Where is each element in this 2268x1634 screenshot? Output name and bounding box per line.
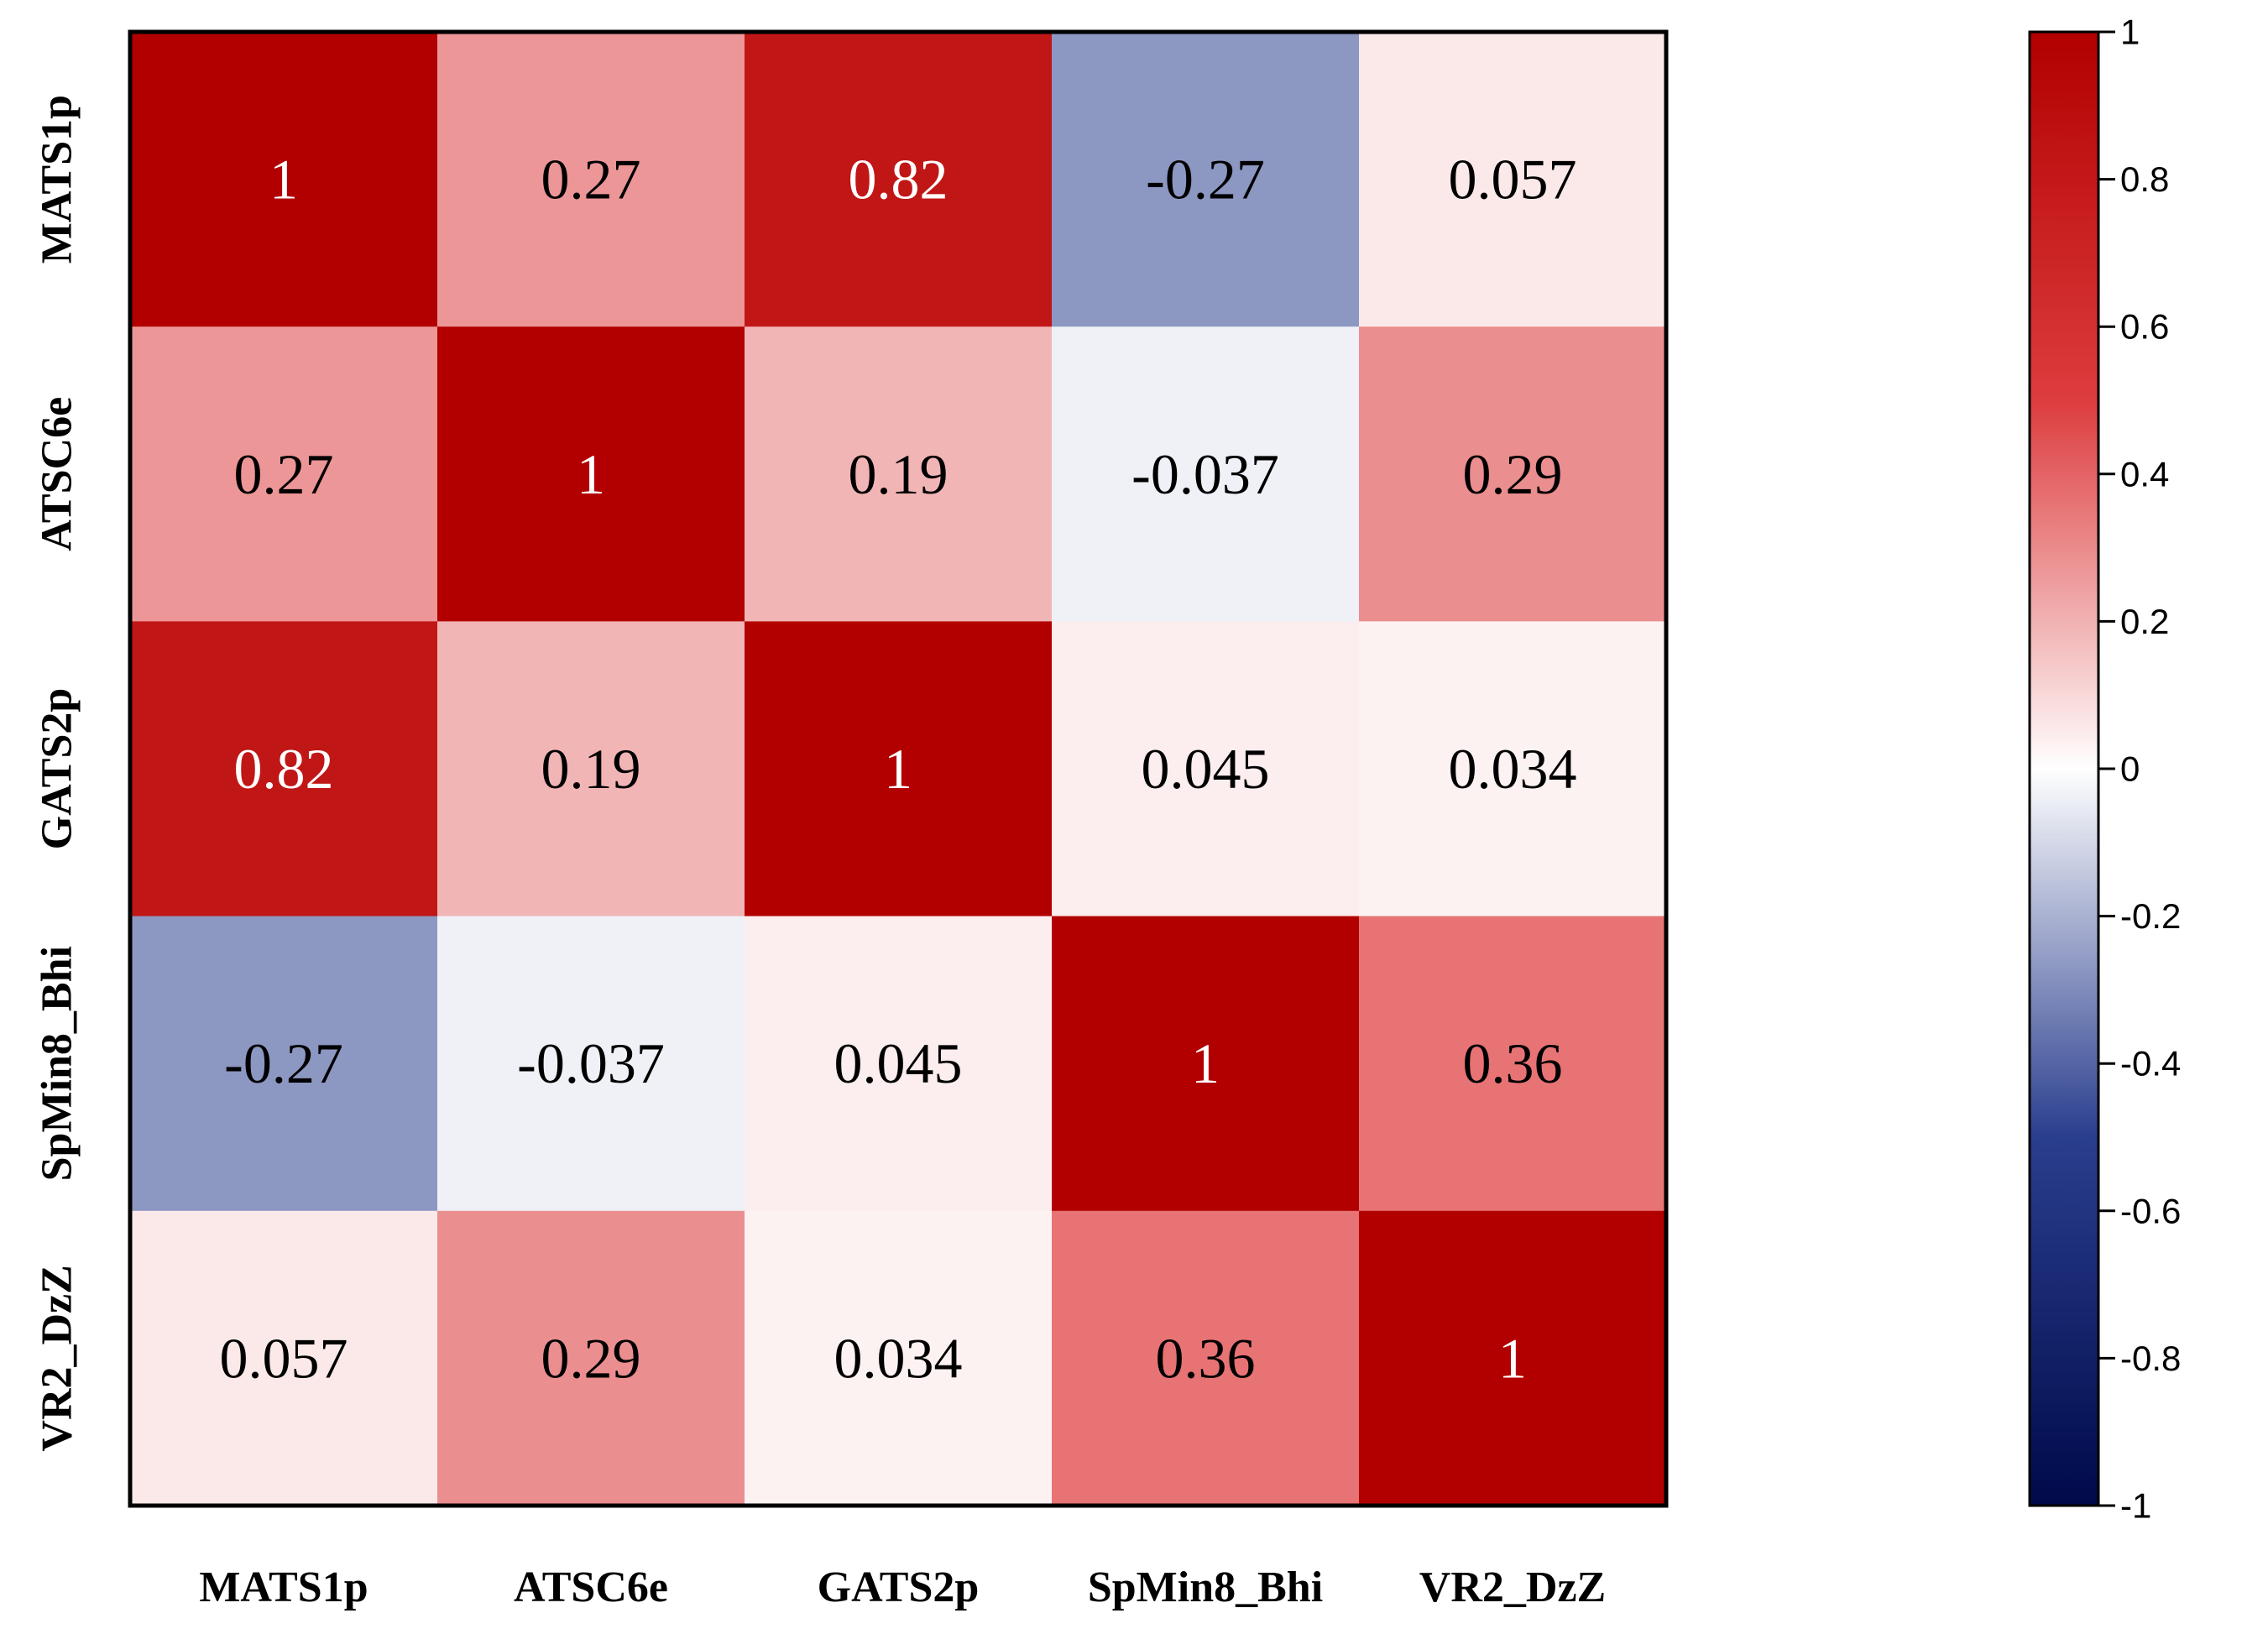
heatmap-cell-SpMin8_Bhi-SpMin8_Bhi	[1052, 916, 1360, 1212]
heatmap-cell-labels: 1 0.27 0.82 -0.27 0.057 0.27 1 0.19 -0.037 0.29 0.…	[220, 148, 1577, 1391]
heatmap-cell-GATS2p-ATSC6e	[437, 621, 745, 917]
cell-value-label: -0.037	[1131, 442, 1279, 506]
colorbar-tick-label: 0.2	[2120, 602, 2169, 641]
heatmap-cell-MATS1p-MATS1p	[130, 32, 438, 327]
x-axis-label: MATS1p	[199, 1564, 368, 1611]
heatmap-cell-ATSC6e-ATSC6e	[437, 326, 745, 622]
colorbar-tick-label: -0.6	[2120, 1191, 2181, 1230]
cell-value-label: 0.82	[849, 148, 948, 211]
cell-value-label: 0.36	[1156, 1326, 1256, 1390]
cell-value-label: 0.034	[834, 1326, 963, 1390]
heatmap-cells	[130, 32, 1667, 1506]
heatmap-cell-VR2_DzZ-ATSC6e	[437, 1210, 745, 1506]
cell-value-label: 0.19	[541, 737, 641, 801]
heatmap-cell-VR2_DzZ-VR2_DzZ	[1359, 1210, 1667, 1506]
x-axis-label: SpMin8_Bhi	[1088, 1564, 1323, 1611]
colorbar-gradient	[2028, 30, 2100, 1507]
cell-value-label: 0.29	[1463, 442, 1563, 506]
cell-value-label: 1	[1191, 1031, 1220, 1095]
colorbar-tick-label: 0.6	[2120, 307, 2169, 347]
heatmap-cell-ATSC6e-VR2_DzZ	[1359, 326, 1667, 622]
x-axis-labels: MATS1p ATSC6e GATS2p SpMin8_Bhi VR2_DzZ	[199, 1564, 1606, 1611]
colorbar-tick-label: 0.4	[2120, 454, 2169, 493]
colorbar-tick-label: 1	[2120, 13, 2140, 52]
heatmap-cell-GATS2p-GATS2p	[745, 621, 1053, 917]
y-axis-label: SpMin8_Bhi	[34, 946, 81, 1181]
heatmap-cell-MATS1p-VR2_DzZ	[1359, 32, 1667, 327]
x-axis-label: VR2_DzZ	[1419, 1564, 1606, 1611]
heatmap-cell-GATS2p-VR2_DzZ	[1359, 621, 1667, 917]
colorbar-tick-label: -0.8	[2120, 1339, 2181, 1378]
heatmap-cell-ATSC6e-MATS1p	[130, 326, 438, 622]
cell-value-label: 0.36	[1463, 1031, 1563, 1095]
heatmap-cell-GATS2p-MATS1p	[130, 621, 438, 917]
cell-value-label: 1	[1498, 1326, 1527, 1390]
cell-value-label: 0.057	[220, 1326, 348, 1390]
x-axis-label: ATSC6e	[514, 1564, 668, 1611]
heatmap-cell-GATS2p-SpMin8_Bhi	[1052, 621, 1360, 917]
heatmap-frame	[128, 29, 1669, 1508]
cell-value-label: 0.19	[849, 442, 948, 506]
cell-value-label: 0.034	[1449, 737, 1577, 801]
colorbar-tick-label: 0.8	[2120, 159, 2169, 199]
heatmap-cell-ATSC6e-SpMin8_Bhi	[1052, 326, 1360, 622]
y-axis-labels: MATS1p ATSC6e GATS2p SpMin8_Bhi VR2_DzZ	[34, 95, 81, 1452]
cell-value-label: 1	[884, 737, 912, 801]
y-axis-label: ATSC6e	[34, 397, 81, 551]
cell-value-label: -0.037	[517, 1031, 665, 1095]
colorbar: 1 0.8 0.6 0.4 0.2 0 -0.2 -0.4 -0.6 -0.8 -1	[2028, 13, 2181, 1526]
cell-value-label: 0.29	[541, 1326, 641, 1390]
heatmap-cell-ATSC6e-GATS2p	[745, 326, 1053, 622]
x-axis-label: GATS2p	[818, 1564, 980, 1611]
colorbar-tick-label: 0	[2120, 749, 2140, 789]
cell-value-label: -0.27	[1146, 148, 1265, 211]
colorbar-tick-label: -0.4	[2120, 1044, 2181, 1083]
cell-value-label: 0.057	[1449, 148, 1577, 211]
cell-value-label: 1	[269, 148, 298, 211]
cell-value-label: 0.27	[234, 442, 334, 506]
colorbar-tick-label: -0.2	[2120, 896, 2181, 936]
cell-value-label: 0.045	[834, 1031, 963, 1095]
y-axis-label: GATS2p	[34, 688, 81, 850]
cell-value-label: 1	[577, 442, 605, 506]
heatmap-cell-SpMin8_Bhi-MATS1p	[130, 916, 438, 1212]
heatmap-cell-MATS1p-ATSC6e	[437, 32, 745, 327]
cell-value-label: 0.27	[541, 148, 641, 211]
heatmap-cell-MATS1p-SpMin8_Bhi	[1052, 32, 1360, 327]
heatmap-cell-MATS1p-GATS2p	[745, 32, 1053, 327]
cell-value-label: 0.82	[234, 737, 334, 801]
cell-value-label: 0.045	[1142, 737, 1270, 801]
colorbar-tick-label: -1	[2120, 1486, 2151, 1526]
heatmap-cell-VR2_DzZ-SpMin8_Bhi	[1052, 1210, 1360, 1506]
y-axis-label: MATS1p	[34, 95, 81, 264]
heatmap-cell-VR2_DzZ-GATS2p	[745, 1210, 1053, 1506]
heatmap-cell-SpMin8_Bhi-GATS2p	[745, 916, 1053, 1212]
heatmap-cell-VR2_DzZ-MATS1p	[130, 1210, 438, 1506]
y-axis-label: VR2_DzZ	[34, 1265, 81, 1451]
heatmap-cell-SpMin8_Bhi-ATSC6e	[437, 916, 745, 1212]
heatmap-cell-SpMin8_Bhi-VR2_DzZ	[1359, 916, 1667, 1212]
cell-value-label: -0.27	[224, 1031, 343, 1095]
